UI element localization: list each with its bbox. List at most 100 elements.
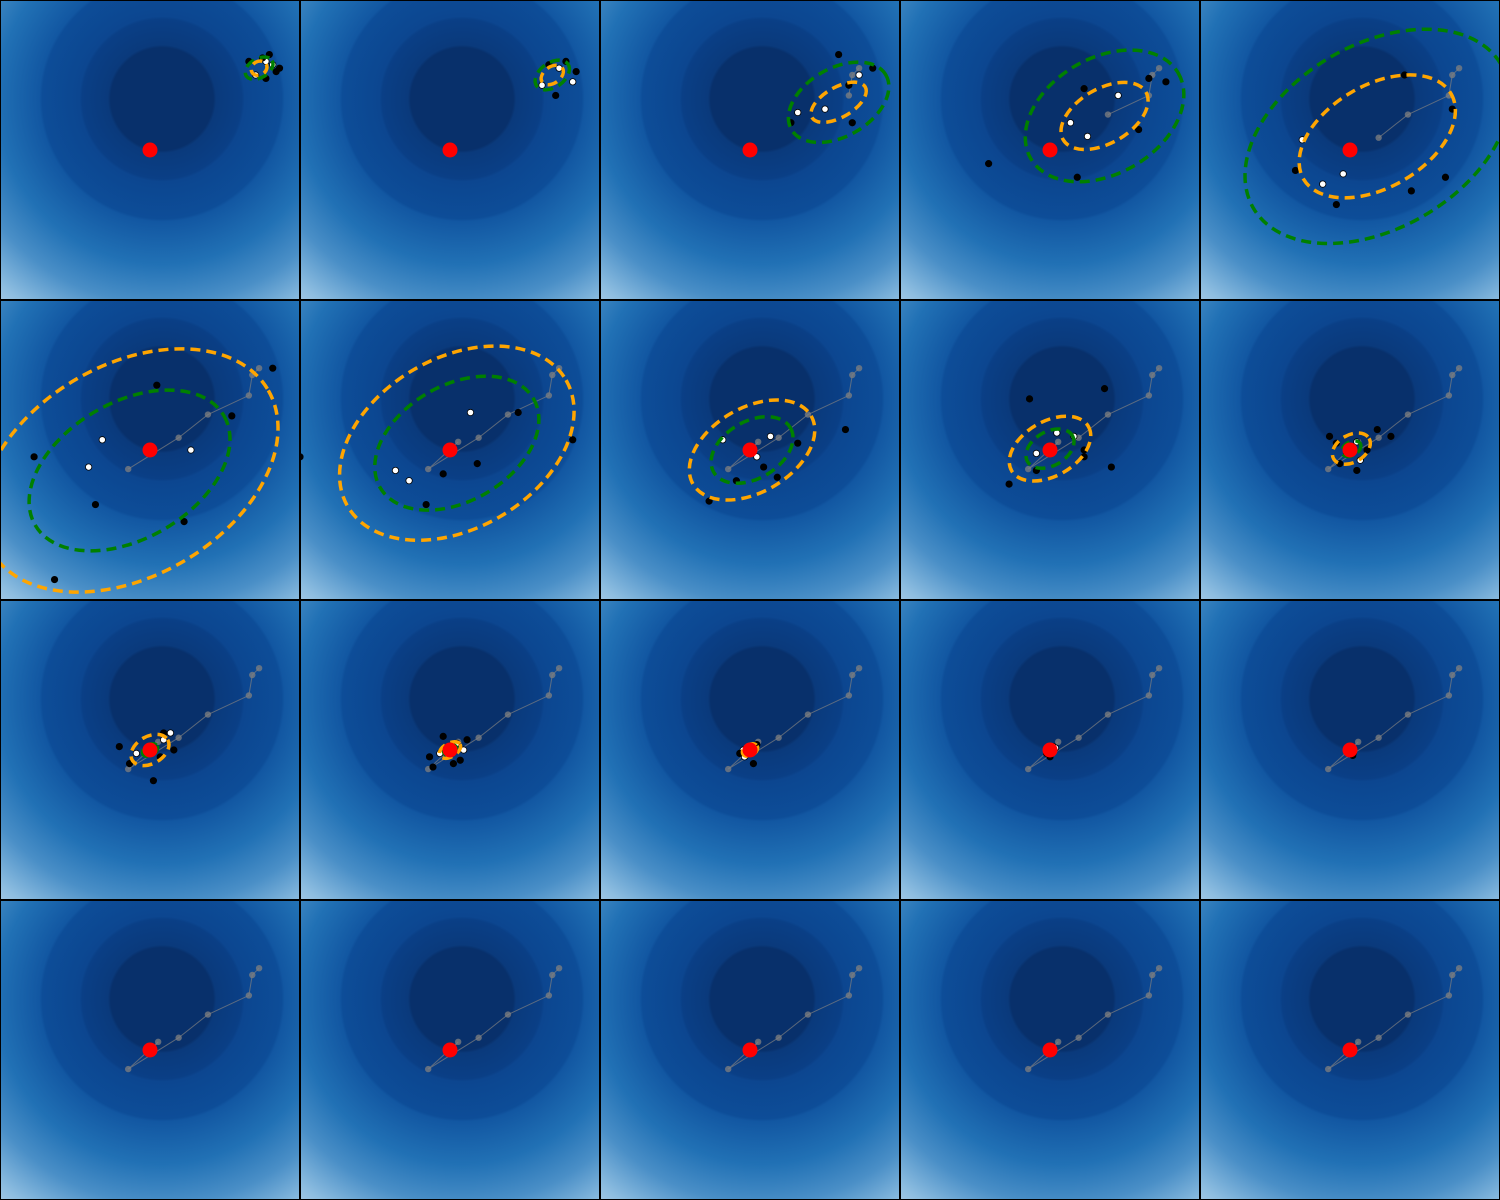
mean-path-point — [1449, 371, 1456, 379]
panel-17-plot-area — [300, 900, 600, 1200]
sample-point — [1373, 425, 1381, 434]
orange-ellipse — [249, 59, 269, 78]
optimum-point — [442, 1042, 458, 1058]
sample-point — [705, 497, 713, 505]
panel-border — [900, 600, 1200, 900]
panel-9-plot-area — [900, 300, 1200, 600]
mean-path-point — [1104, 111, 1112, 118]
optimum-point — [1042, 742, 1058, 758]
sample-point — [514, 408, 522, 417]
mean-path-point — [124, 765, 132, 773]
green-ellipse — [1024, 427, 1076, 471]
optimum-point — [442, 142, 458, 158]
sample-point — [1325, 432, 1334, 440]
mean-path-point — [255, 664, 263, 672]
green-ellipse — [533, 58, 572, 92]
mean-path-point — [845, 992, 853, 999]
mean-path-point — [245, 992, 253, 999]
sample-point — [1400, 71, 1409, 79]
mean-path-point — [775, 434, 782, 441]
mean-path-point — [1445, 692, 1453, 699]
panel-7 — [300, 300, 600, 600]
mean-path-point — [724, 765, 732, 773]
mean-path-point — [475, 434, 482, 441]
orange-ellipse — [1330, 431, 1373, 467]
sample-point — [429, 763, 437, 771]
mean-path-point — [1155, 664, 1163, 672]
mean-path-point — [1375, 1034, 1382, 1041]
panel-8-plot-area — [600, 300, 900, 600]
panel-13 — [600, 600, 900, 900]
mean-path-point — [454, 1038, 462, 1046]
mean-path-point — [855, 364, 863, 372]
optimum-point — [1342, 1042, 1358, 1058]
optimum-point — [1342, 442, 1358, 458]
mean-path-point — [124, 465, 132, 473]
mean-path-point — [1054, 738, 1062, 746]
mean-path-point — [1375, 134, 1382, 141]
panel-border — [0, 300, 300, 600]
optimum-point — [1342, 742, 1358, 758]
panel-border — [600, 300, 900, 600]
mean-path-point — [1149, 671, 1156, 679]
mean-path-point — [245, 392, 253, 399]
panel-4-plot-area — [900, 0, 1200, 300]
mean-path-point — [1104, 411, 1112, 418]
mean-path-point — [804, 411, 812, 418]
mean-path-point — [549, 371, 556, 379]
sample-point — [449, 760, 458, 768]
panel-border — [300, 600, 600, 900]
sample-point — [1107, 463, 1115, 471]
panel-2-plot-area — [300, 0, 600, 300]
panel-15 — [1200, 600, 1500, 900]
selected-sample-point — [855, 71, 863, 79]
mean-path-point — [1075, 734, 1082, 741]
panel-border — [300, 300, 600, 600]
panel-5-plot-area — [1200, 0, 1500, 300]
mean-path-point — [1024, 465, 1032, 473]
mean-path-point — [754, 1038, 762, 1046]
sample-point — [1005, 480, 1013, 488]
panel-6-plot-area — [0, 300, 300, 600]
mean-path-point — [845, 692, 853, 699]
sample-point — [749, 760, 758, 768]
selected-sample-point — [538, 81, 546, 89]
mean-path-point — [1449, 71, 1456, 79]
mean-path-point — [175, 434, 182, 441]
panel-border — [300, 0, 600, 300]
orange-ellipse — [1007, 414, 1093, 483]
sample-point — [1073, 173, 1081, 181]
mean-path-point — [255, 364, 263, 372]
optimum-point — [142, 142, 158, 158]
optimum-point — [742, 742, 758, 758]
mean-path-point — [849, 371, 856, 379]
sample-point — [841, 425, 850, 434]
sample-point — [1332, 200, 1340, 209]
mean-path-point — [754, 438, 762, 446]
selected-sample-point — [1083, 132, 1092, 140]
mean-path-point — [1104, 1011, 1112, 1018]
green-ellipse — [27, 388, 232, 553]
panel-20 — [1200, 900, 1500, 1200]
selected-sample-point — [1066, 119, 1075, 127]
green-ellipse — [786, 60, 891, 145]
optimum-point — [1042, 142, 1058, 158]
mean-path-point — [775, 734, 782, 741]
mean-path-point — [1455, 364, 1463, 372]
mean-path-point — [845, 392, 853, 399]
panel-9 — [900, 300, 1200, 600]
mean-path-point — [1354, 1038, 1362, 1046]
sample-point — [1353, 466, 1361, 475]
mean-path-point — [255, 964, 263, 972]
sample-point — [1162, 78, 1170, 86]
mean-path-point — [1404, 711, 1412, 718]
sample-point — [50, 575, 59, 584]
mean-path-point — [555, 664, 563, 672]
mean-path-point — [1054, 438, 1062, 446]
mean-path-point — [804, 711, 812, 718]
mean-path-point — [1075, 1034, 1082, 1041]
panel-7-plot-area — [300, 300, 600, 600]
sample-point — [848, 119, 856, 127]
mean-path-point — [545, 992, 553, 999]
mean-path-point — [204, 411, 212, 418]
